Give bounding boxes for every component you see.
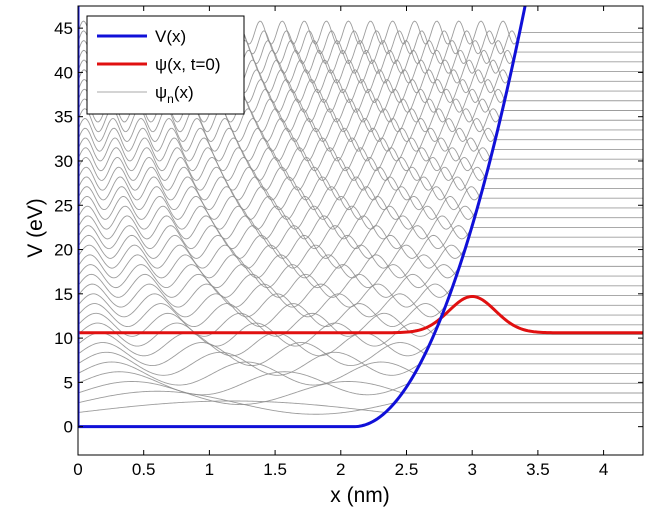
legend-label-wavepacket: ψ(x, t=0) <box>155 55 221 74</box>
x-tick-label: 0 <box>73 460 82 479</box>
x-tick-label: 3 <box>467 460 476 479</box>
y-tick-label: 45 <box>54 19 73 38</box>
eigenstate-curve <box>78 293 643 318</box>
y-tick-label: 35 <box>54 108 73 127</box>
legend-label-eigenstates-suffix: (x) <box>174 83 194 102</box>
y-tick-label: 20 <box>54 241 73 260</box>
eigenstate-curve <box>78 390 643 415</box>
y-tick-label: 5 <box>64 373 73 392</box>
y-tick-label: 15 <box>54 285 73 304</box>
eigenstate-curve <box>78 186 643 211</box>
eigenstate-curve <box>78 156 643 181</box>
eigenstate-curve <box>78 137 643 162</box>
legend-label-potential: V(x) <box>155 27 186 46</box>
eigenstate-curve <box>78 303 643 328</box>
eigenstate-curve <box>78 205 643 230</box>
legend-label-eigenstates: ψn(x) <box>155 83 194 106</box>
eigenstate-curve <box>78 234 643 259</box>
y-tick-label: 0 <box>64 418 73 437</box>
eigenstate-curve <box>78 117 643 142</box>
x-axis-ticks: 0 0.5 1 1.5 2 2.5 3 3.5 4 <box>73 6 608 479</box>
eigenstate-curve <box>78 371 643 396</box>
eigenstate-curve <box>78 166 643 191</box>
x-axis-label: x (nm) <box>330 484 390 507</box>
y-tick-label: 30 <box>54 152 73 171</box>
x-tick-label: 3.5 <box>526 460 550 479</box>
eigenstate-curve <box>78 312 643 337</box>
y-axis-ticks: 0 5 10 15 20 25 30 35 40 45 <box>54 19 643 437</box>
eigenstate-curve <box>78 283 643 308</box>
wavepacket-curve <box>78 294 643 335</box>
x-tick-label: 1 <box>205 460 214 479</box>
y-axis-label: V (eV) <box>24 198 47 258</box>
eigenstate-curve <box>78 351 643 376</box>
eigenstate-curve <box>78 195 643 220</box>
eigenstate-curve <box>78 225 643 250</box>
x-tick-label: 0.5 <box>132 460 156 479</box>
eigenstate-curve <box>78 342 643 367</box>
y-tick-label: 25 <box>54 196 73 215</box>
eigenstate-curve <box>78 254 643 279</box>
legend: V(x) ψ(x, t=0) ψn(x) <box>86 15 245 115</box>
eigenstate-curve <box>78 361 643 386</box>
eigenstate-curve <box>78 108 643 133</box>
x-tick-label: 1.5 <box>263 460 287 479</box>
eigenstate-curve <box>78 322 643 347</box>
eigenstate-curve <box>78 273 643 298</box>
eigenstate-curve <box>78 127 643 152</box>
eigenstate-curve <box>78 264 643 289</box>
legend-label-eigenstates-sub: n <box>167 92 174 106</box>
eigenstate-curve <box>78 147 643 172</box>
eigenstate-curve <box>78 176 643 201</box>
y-tick-label: 40 <box>54 63 73 82</box>
main-curves <box>78 6 643 429</box>
plot-frame <box>77 5 644 456</box>
x-tick-label: 4 <box>599 460 608 479</box>
legend-label-eigenstates-base: ψ <box>155 83 167 102</box>
x-tick-label: 2.5 <box>395 460 419 479</box>
x-tick-label: 2 <box>336 460 345 479</box>
potential-curve <box>78 6 527 429</box>
y-tick-label: 10 <box>54 329 73 348</box>
